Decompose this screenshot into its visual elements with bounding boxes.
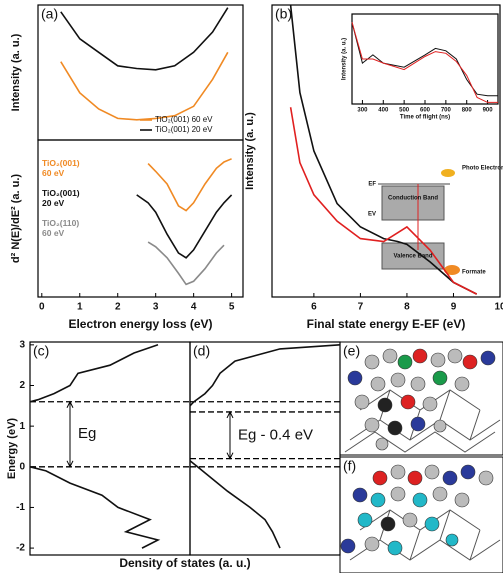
y-tick-label: 1 [19, 421, 25, 432]
x-tick-label: 500 [399, 108, 410, 114]
gap-arrow [227, 412, 233, 459]
plot-frame [190, 342, 340, 555]
x-axis-label: Time of flight (ns) [400, 115, 450, 121]
x-tick-label: 300 [357, 108, 368, 114]
panel-label: (a) [41, 6, 58, 22]
panel-label: (d) [193, 343, 210, 359]
figure: TiO₂(001) 60 eVTiO₂(001) 20 eV(a)Intensi… [0, 0, 503, 573]
conduction-band-box [382, 186, 444, 220]
data-line [190, 345, 340, 548]
legend-label: TiO₂(001) 60 eV [155, 115, 213, 124]
data-line [352, 22, 498, 102]
y-axis-label: Intensity (a. u.) [342, 38, 348, 80]
panel-f-structure [340, 457, 503, 573]
x-tick-label: 700 [441, 108, 452, 114]
x-tick-label: 8 [404, 302, 410, 313]
gap-label: Eg [78, 425, 96, 442]
x-axis-label: Electron energy loss (eV) [68, 317, 212, 331]
gap-arrow [67, 402, 73, 467]
x-tick-label: 6 [311, 302, 317, 313]
y-axis-label: Intensity (a. u.) [244, 112, 256, 190]
x-axis-label: Final state energy E-EF (eV) [307, 317, 466, 331]
x-tick-label: 10 [494, 302, 503, 313]
legend-label: TiO₂(001) 20 eV [42, 188, 82, 208]
photo-electron [441, 169, 455, 177]
y-tick-label: -2 [16, 543, 25, 554]
x-tick-label: 4 [191, 302, 197, 313]
x-axis-label: Density of states (a. u.) [119, 556, 250, 570]
data-line [30, 345, 158, 548]
y-axis-label: d² N(E)/dE² (a. u.) [10, 174, 22, 264]
diagram-label: Valence Band [393, 254, 432, 260]
gap-label: Eg - 0.4 eV [238, 426, 313, 443]
data-line [61, 8, 228, 70]
data-line [61, 52, 228, 120]
diagram-label: Conduction Band [388, 196, 438, 202]
x-tick-label: 7 [358, 302, 364, 313]
diagram-label: EF [368, 182, 376, 188]
x-tick-label: 800 [462, 108, 473, 114]
data-line [137, 195, 232, 258]
x-tick-label: 5 [229, 302, 235, 313]
y-axis-label: Intensity (a. u.) [10, 33, 22, 111]
panel-e-structure [340, 342, 503, 455]
panel-label: (c) [33, 343, 49, 359]
data-line [148, 242, 224, 284]
x-tick-label: 2 [115, 302, 121, 313]
panel-label: (e) [343, 343, 360, 359]
legend-label: TiO₂(001) 20 eV [155, 125, 213, 134]
y-axis-label: Energy (eV) [6, 418, 18, 479]
x-tick-label: 1 [77, 302, 83, 313]
diagram-label: Photo Electron Spectrum [462, 166, 503, 172]
plot-frame [30, 342, 190, 555]
x-tick-label: 400 [378, 108, 389, 114]
panel-label: (f) [343, 458, 356, 474]
x-tick-label: 9 [451, 302, 457, 313]
diagram-label: EV [368, 212, 376, 218]
legend-label: TiO₂(001) 60 eV [42, 158, 82, 178]
y-tick-label: 0 [19, 461, 25, 472]
legend-label: TiO₂(110) 60 eV [42, 218, 82, 238]
y-tick-label: -1 [16, 502, 25, 513]
x-tick-label: 900 [483, 108, 494, 114]
diagram-label: Formate [462, 270, 486, 276]
x-tick-label: 600 [420, 108, 431, 114]
data-line [148, 159, 232, 211]
x-tick-label: 0 [39, 302, 45, 313]
y-tick-label: 2 [19, 380, 25, 391]
x-tick-label: 3 [153, 302, 159, 313]
panel-label: (b) [275, 6, 292, 22]
y-tick-label: 3 [19, 339, 25, 350]
